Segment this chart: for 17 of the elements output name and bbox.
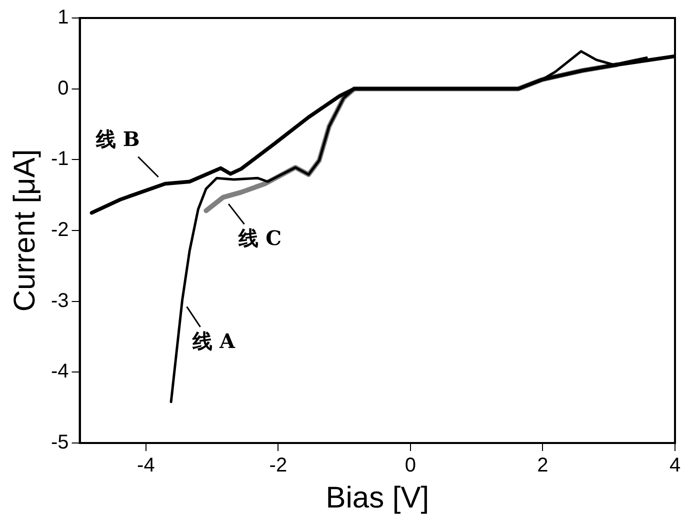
annotation: 线 C [238,226,282,250]
x-tick-label: -2 [269,454,288,477]
x-tick-label: 2 [537,454,548,477]
annotation: 线 A [192,328,236,353]
x-axis-title: Bias [V] [326,481,430,514]
y-tick-label: 0 [58,77,69,100]
y-tick-label: 1 [58,6,69,29]
annotation: 线 B [94,127,140,152]
y-tick-label: -4 [50,360,69,383]
y-tick-label: -3 [50,290,69,312]
y-tick-label: -1 [50,148,69,170]
y-axis-title: Current [μA] [8,149,42,312]
y-tick-label: -2 [50,219,69,242]
y-tick-label: -5 [50,432,69,454]
x-tick-label: 0 [404,454,416,477]
x-tick-label: 4 [669,454,681,477]
x-tick-label: -4 [137,454,155,477]
